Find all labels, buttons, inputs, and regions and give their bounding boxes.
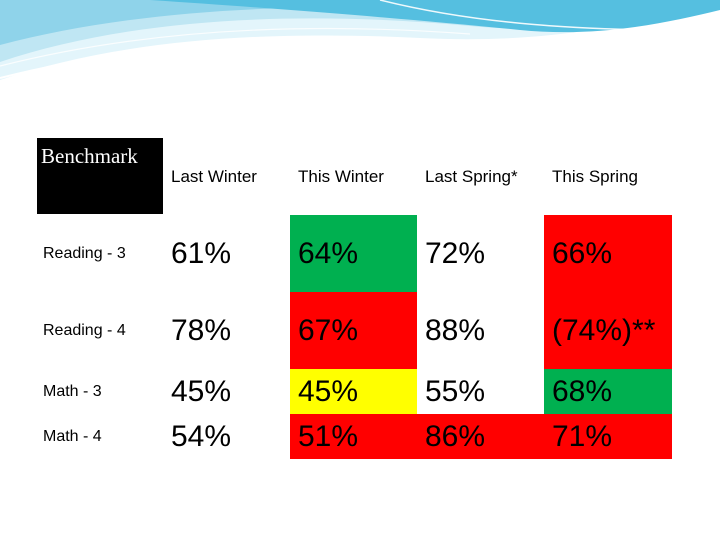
value-reading-3-this-winter: 64% [290,215,417,292]
column-header-last-spring: Last Spring* [425,166,518,186]
value-math-3-this-winter: 45% [290,369,417,414]
value-math-3-last-winter: 45% [171,374,232,408]
decorative-wave-banner [0,0,720,80]
value-reading-4-last-winter: 78% [171,313,232,347]
column-header-this-spring: This Spring [552,166,638,186]
benchmark-label: Benchmark [37,138,163,214]
value-math-4-this-winter: 51% [290,414,417,459]
value-math-4-last-winter: 54% [171,419,232,453]
row-label-math-4: Math - 4 [43,427,102,445]
value-reading-3-last-spring: 72% [425,236,486,270]
column-header-this-winter: This Winter [298,166,384,186]
value-reading-3-this-spring: 66% [544,215,672,292]
value-reading-4-this-winter: 67% [290,292,417,369]
column-header-last-winter: Last Winter [171,166,257,186]
value-math-3-last-spring: 55% [425,374,486,408]
row-label-math-3: Math - 3 [43,382,102,400]
value-reading-3-last-winter: 61% [171,236,232,270]
row-label-reading-3: Reading - 3 [43,244,126,262]
value-reading-4-last-spring: 88% [425,313,486,347]
row-label-reading-4: Reading - 4 [43,321,126,339]
value-math-4-this-spring: 71% [544,414,672,459]
value-reading-4-this-spring: (74%)** [544,292,672,369]
value-math-4-last-spring: 86% [417,414,544,459]
value-math-3-this-spring: 68% [544,369,672,414]
